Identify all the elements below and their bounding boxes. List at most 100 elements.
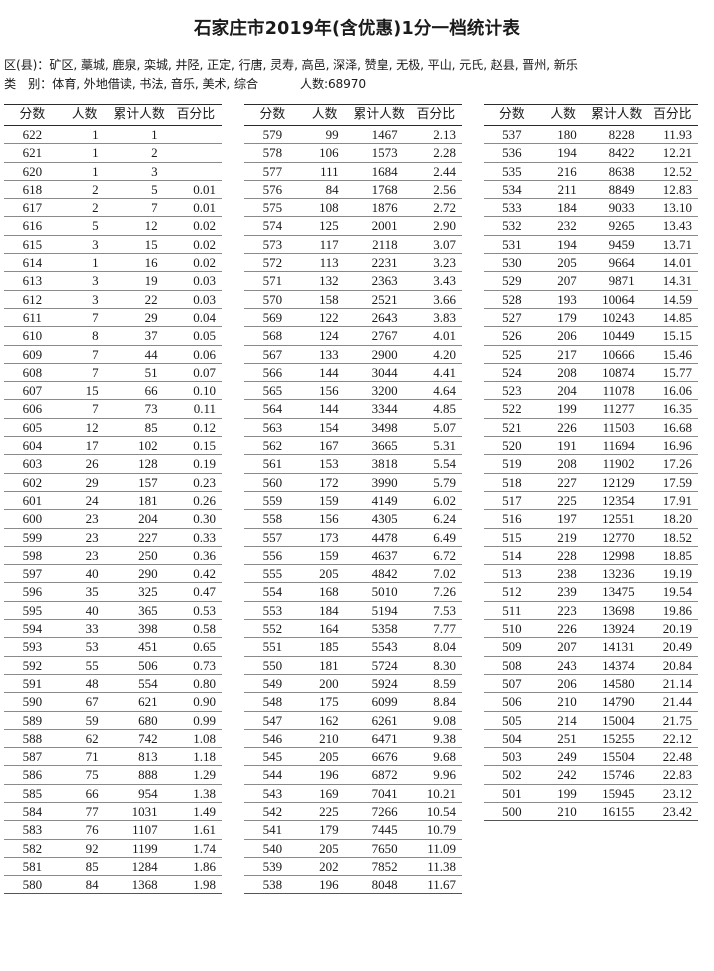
- cell-score: 551: [244, 637, 301, 657]
- cell-score: 560: [244, 473, 301, 492]
- cell-score: 501: [484, 784, 540, 803]
- cell-percent: 12.21: [646, 143, 698, 163]
- cell-cumulative: 6471: [348, 729, 410, 749]
- cell-cumulative: 11078: [586, 381, 647, 401]
- table-row: 598 23 250 0.36: [4, 546, 222, 566]
- table-header: 分数 人数 累计人数 百分比: [484, 104, 698, 126]
- meta-block: 区(县)：矿区, 藁城, 鹿泉, 栾城, 井陉, 正定, 行唐, 灵寿, 高邑,…: [4, 56, 714, 94]
- table-row: 526 206 10449 15.15: [484, 326, 698, 346]
- cell-score: 614: [4, 253, 61, 273]
- cell-percent: 12.83: [646, 180, 698, 200]
- cell-percent: 5.31: [409, 436, 462, 456]
- cell-count: 8: [60, 326, 109, 346]
- cell-cumulative: 2643: [348, 308, 410, 328]
- cell-count: 208: [539, 363, 587, 383]
- cell-count: 206: [539, 674, 587, 694]
- cell-cumulative: 9459: [586, 235, 647, 255]
- cell-percent: 22.48: [646, 747, 698, 767]
- table-row: 511 223 13698 19.86: [484, 601, 698, 621]
- cell-score: 565: [244, 381, 301, 401]
- cell-percent: 6.49: [409, 528, 462, 547]
- cell-percent: 7.53: [409, 601, 462, 621]
- cell-count: 227: [539, 473, 587, 492]
- cell-score: 572: [244, 253, 301, 273]
- cell-count: 75: [60, 765, 109, 785]
- header-percent: 百分比: [169, 104, 222, 126]
- cell-score: 587: [4, 747, 61, 767]
- cell-percent: 8.84: [409, 692, 462, 712]
- cell-score: 618: [4, 180, 61, 200]
- cell-score: 569: [244, 308, 301, 328]
- table-row: 538 196 8048 11.67: [244, 875, 462, 895]
- cell-score: 508: [484, 656, 540, 675]
- cell-score: 544: [244, 765, 301, 785]
- cell-score: 598: [4, 546, 61, 566]
- cell-count: 193: [539, 290, 587, 309]
- table-row: 540 205 7650 11.09: [244, 839, 462, 858]
- table-row: 594 33 398 0.58: [4, 619, 222, 639]
- cell-score: 512: [484, 582, 540, 602]
- cell-percent: 14.85: [646, 308, 698, 328]
- cell-score: 573: [244, 235, 301, 255]
- cell-cumulative: 813: [108, 747, 170, 767]
- cell-percent: 13.10: [646, 198, 698, 218]
- cell-count: 205: [300, 839, 349, 858]
- cell-percent: 2.28: [409, 143, 462, 163]
- cell-cumulative: 13475: [586, 582, 647, 602]
- cell-score: 555: [244, 564, 301, 584]
- table-row: 530 205 9664 14.01: [484, 253, 698, 273]
- cell-percent: 7.26: [409, 582, 462, 602]
- cell-score: 536: [484, 143, 540, 163]
- table-row: 617 2 7 0.01: [4, 198, 222, 218]
- table-row: 554 168 5010 7.26: [244, 582, 462, 602]
- cell-cumulative: 2767: [348, 326, 410, 346]
- cell-cumulative: 1031: [108, 802, 170, 822]
- cell-percent: 0.05: [169, 326, 222, 346]
- cell-count: 23: [60, 546, 109, 566]
- cell-cumulative: 19: [108, 271, 170, 291]
- cell-count: 66: [60, 784, 109, 803]
- table-row: 585 66 954 1.38: [4, 784, 222, 803]
- cell-percent: 0.80: [169, 674, 222, 694]
- cell-score: 515: [484, 528, 540, 547]
- cell-count: 200: [300, 674, 349, 694]
- cell-percent: 4.41: [409, 363, 462, 383]
- cell-percent: 20.49: [646, 637, 698, 657]
- table-row: 603 26 128 0.19: [4, 454, 222, 474]
- cell-score: 588: [4, 729, 61, 749]
- cell-cumulative: 2363: [348, 271, 410, 291]
- cell-percent: 1.49: [169, 802, 222, 822]
- cell-score: 528: [484, 290, 540, 309]
- cell-percent: 0.90: [169, 692, 222, 712]
- cell-percent: 0.23: [169, 473, 222, 492]
- cell-cumulative: 16: [108, 253, 170, 273]
- cell-count: 169: [300, 784, 349, 803]
- cell-score: 533: [484, 198, 540, 218]
- cell-percent: 16.35: [646, 399, 698, 419]
- table-row: 597 40 290 0.42: [4, 564, 222, 584]
- cell-percent: 5.54: [409, 454, 462, 474]
- cell-count: 205: [539, 253, 587, 273]
- table-row: 537 180 8228 11.93: [484, 125, 698, 145]
- cell-percent: 4.64: [409, 381, 462, 401]
- cell-percent: 8.04: [409, 637, 462, 657]
- cell-percent: 16.68: [646, 418, 698, 438]
- cell-cumulative: 157: [108, 473, 170, 492]
- cell-count: 84: [60, 875, 109, 895]
- cell-percent: 0.42: [169, 564, 222, 584]
- cell-percent: 0.02: [169, 216, 222, 236]
- cell-count: 84: [300, 180, 349, 200]
- table-row: 599 23 227 0.33: [4, 528, 222, 547]
- table-row: 613 3 19 0.03: [4, 271, 222, 291]
- cell-cumulative: 6099: [348, 692, 410, 712]
- table-row: 508 243 14374 20.84: [484, 656, 698, 675]
- cell-cumulative: 13924: [586, 619, 647, 639]
- cell-cumulative: 6872: [348, 765, 410, 785]
- table-row: 616 5 12 0.02: [4, 216, 222, 236]
- cell-count: 3: [60, 290, 109, 309]
- cell-count: 242: [539, 765, 587, 785]
- cell-count: 167: [300, 436, 349, 456]
- cell-count: 238: [539, 564, 587, 584]
- cell-percent: 21.75: [646, 711, 698, 730]
- cell-count: 196: [300, 765, 349, 785]
